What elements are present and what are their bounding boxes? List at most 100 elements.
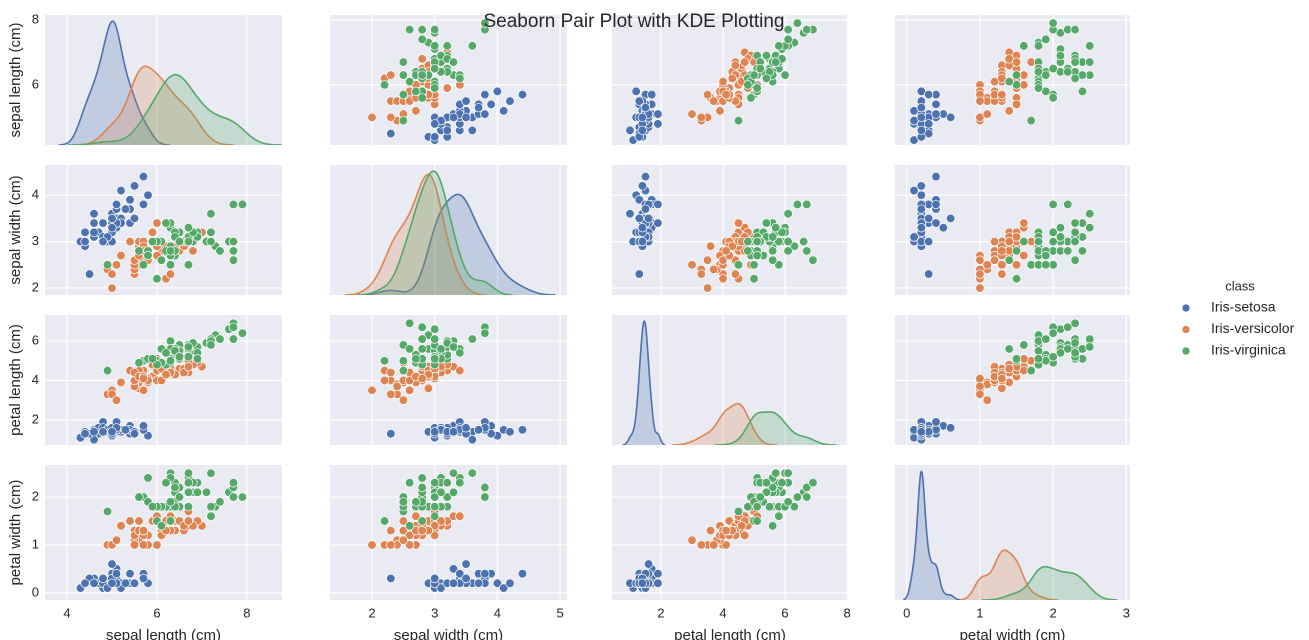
point: [125, 236, 135, 247]
point: [461, 423, 471, 433]
point: [89, 209, 99, 219]
point: [1026, 115, 1036, 126]
point: [430, 63, 440, 74]
point: [653, 578, 663, 588]
point: [417, 334, 427, 344]
point: [715, 106, 725, 116]
point: [98, 427, 108, 437]
point: [379, 516, 390, 526]
point: [455, 365, 465, 376]
point: [761, 50, 772, 61]
point: [138, 525, 149, 536]
point: [430, 530, 440, 541]
point: [404, 385, 415, 396]
point: [924, 89, 934, 100]
y-tick-label: 6: [32, 76, 39, 91]
point: [749, 274, 759, 284]
point: [1048, 328, 1058, 338]
point: [461, 112, 471, 123]
kde-area: [356, 171, 513, 295]
point: [989, 255, 1000, 265]
point: [702, 89, 713, 100]
y-tick-label: 0: [32, 584, 39, 599]
point: [143, 473, 153, 483]
panel: [612, 465, 848, 600]
point: [156, 521, 167, 531]
point: [997, 373, 1007, 384]
point: [417, 473, 427, 483]
point: [129, 181, 140, 191]
point: [183, 223, 194, 233]
point: [107, 578, 117, 588]
point: [783, 246, 793, 256]
point: [161, 478, 171, 488]
point: [386, 525, 396, 536]
point: [771, 468, 781, 478]
point: [161, 348, 171, 358]
point: [228, 246, 239, 256]
point: [206, 511, 216, 521]
point: [1070, 73, 1080, 84]
point: [802, 492, 812, 502]
point: [147, 227, 158, 237]
point: [727, 241, 737, 251]
point: [1063, 246, 1073, 256]
point: [386, 389, 396, 399]
kde-area: [345, 174, 487, 295]
point: [138, 573, 149, 584]
point: [138, 199, 149, 210]
point: [916, 204, 927, 214]
point: [404, 478, 415, 488]
point: [802, 24, 812, 35]
point: [183, 516, 194, 526]
point: [228, 199, 239, 210]
y-tick-label: 4: [32, 372, 39, 387]
point: [931, 218, 941, 228]
point: [653, 119, 663, 129]
x-tick-label: 8: [843, 605, 850, 620]
point: [634, 96, 644, 106]
point: [411, 511, 421, 521]
point: [1033, 83, 1044, 93]
point: [398, 535, 409, 545]
kde-line: [358, 193, 556, 295]
point: [916, 181, 927, 191]
panel-bg: [330, 165, 567, 295]
point: [1041, 334, 1051, 344]
point: [367, 112, 377, 123]
point: [417, 525, 427, 536]
point: [743, 80, 753, 90]
point: [625, 125, 635, 136]
point: [1033, 41, 1044, 51]
point: [417, 54, 427, 64]
point: [147, 354, 158, 364]
point: [436, 344, 446, 354]
kde-area: [58, 21, 170, 145]
panel: [895, 315, 1130, 445]
point: [80, 227, 90, 237]
point: [625, 209, 635, 219]
point: [1085, 334, 1095, 344]
point: [997, 269, 1007, 279]
point: [1011, 260, 1022, 270]
point: [1011, 274, 1022, 284]
point: [98, 573, 108, 584]
x-tick-label: 6: [781, 605, 788, 620]
point: [417, 344, 427, 354]
point: [1070, 318, 1080, 328]
x-tick-label: 2: [368, 605, 375, 620]
y-tick-label: 2: [32, 489, 39, 504]
point: [206, 236, 216, 247]
point: [743, 501, 753, 512]
panel: [330, 315, 567, 445]
point: [461, 573, 471, 584]
point: [1063, 344, 1073, 354]
point: [80, 236, 90, 247]
point: [237, 328, 248, 338]
point: [228, 478, 239, 488]
point: [398, 89, 409, 100]
point: [430, 478, 440, 488]
point: [192, 354, 203, 364]
kde-line: [959, 549, 1059, 600]
point: [89, 578, 99, 588]
